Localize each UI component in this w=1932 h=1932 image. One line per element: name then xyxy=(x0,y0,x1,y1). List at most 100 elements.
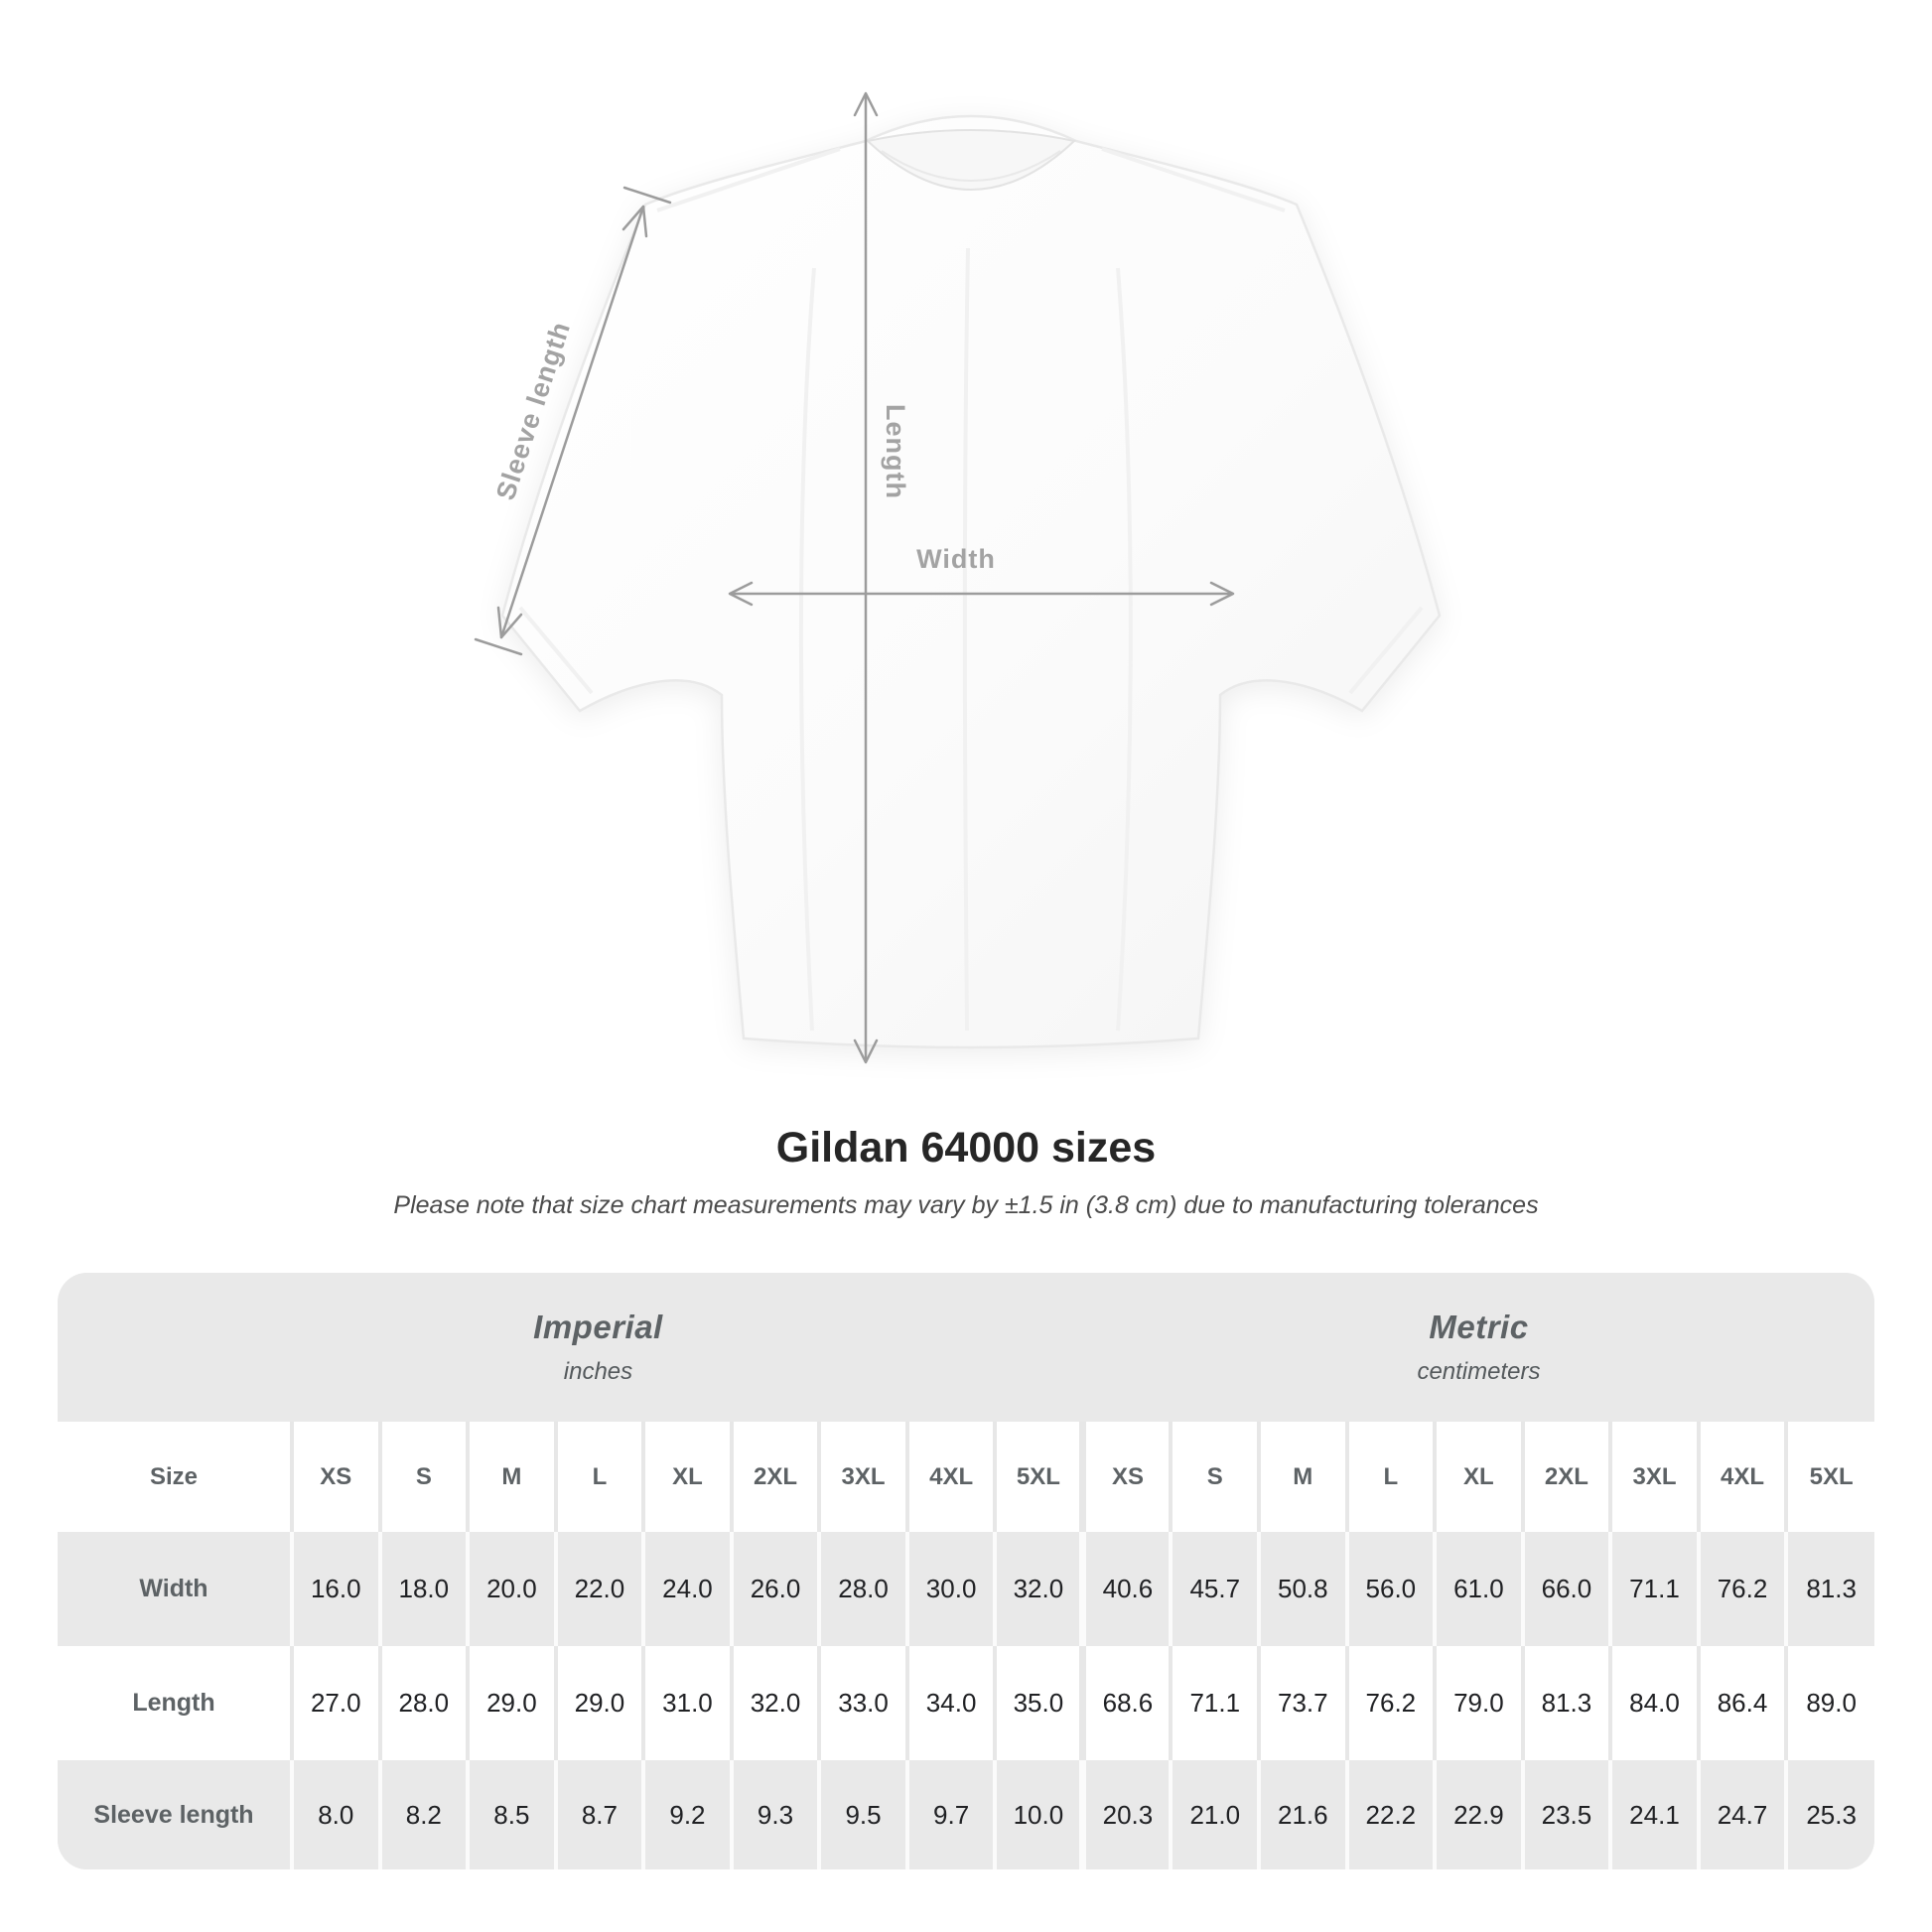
width-metric-2xl: 66.0 xyxy=(1520,1532,1611,1646)
col-imperial-m: M xyxy=(466,1422,556,1532)
col-imperial-s: S xyxy=(377,1422,469,1532)
col-imperial-4xl: 4XL xyxy=(904,1422,996,1532)
width-imperial-l: 22.0 xyxy=(553,1532,644,1646)
sleeve-imperial-2xl: 9.3 xyxy=(729,1760,820,1869)
metric-unit: centimeters xyxy=(1417,1358,1541,1385)
col-metric-2xl: 2XL xyxy=(1520,1422,1611,1532)
width-imperial-4xl: 30.0 xyxy=(904,1532,996,1646)
length-imperial-xs: 27.0 xyxy=(290,1646,380,1760)
length-metric-5xl: 89.0 xyxy=(1784,1646,1874,1760)
width-imperial-s: 18.0 xyxy=(377,1532,469,1646)
width-imperial-xl: 24.0 xyxy=(641,1532,732,1646)
col-imperial-xl: XL xyxy=(641,1422,732,1532)
table-row-length: Length 27.0 28.0 29.0 29.0 31.0 32.0 33.… xyxy=(58,1646,1874,1760)
length-metric-xl: 79.0 xyxy=(1433,1646,1523,1760)
tshirt-measurement-diagram: Width Length Sleeve length xyxy=(474,91,1442,1064)
length-metric-m: 73.7 xyxy=(1257,1646,1347,1760)
row-label-length: Length xyxy=(132,1689,215,1717)
width-metric-4xl: 76.2 xyxy=(1696,1532,1787,1646)
imperial-header: Imperial inches xyxy=(58,1273,1083,1422)
col-metric-3xl: 3XL xyxy=(1608,1422,1699,1532)
sleeve-length-arrow xyxy=(474,186,672,656)
table-row-sleeve-length: Sleeve length 8.0 8.2 8.5 8.7 9.2 9.3 9.… xyxy=(58,1760,1874,1869)
page-title: Gildan 64000 sizes xyxy=(775,1124,1157,1172)
sleeve-imperial-s: 8.2 xyxy=(377,1760,469,1869)
length-imperial-xl: 31.0 xyxy=(641,1646,732,1760)
sleeve-imperial-xl: 9.2 xyxy=(641,1760,732,1869)
metric-label: Metric xyxy=(1429,1309,1529,1345)
size-column-header: Size xyxy=(149,1462,199,1490)
sleeve-imperial-5xl: 10.0 xyxy=(993,1760,1083,1869)
tshirt-image xyxy=(500,114,1442,1049)
width-label: Width xyxy=(916,544,996,574)
col-metric-4xl: 4XL xyxy=(1696,1422,1787,1532)
length-imperial-5xl: 35.0 xyxy=(993,1646,1083,1760)
width-metric-3xl: 71.1 xyxy=(1608,1532,1699,1646)
sleeve-imperial-m: 8.5 xyxy=(466,1760,556,1869)
length-label: Length xyxy=(881,404,910,499)
tshirt-body xyxy=(500,114,1442,1049)
length-imperial-s: 28.0 xyxy=(377,1646,469,1760)
col-metric-m: M xyxy=(1257,1422,1347,1532)
width-imperial-3xl: 28.0 xyxy=(817,1532,907,1646)
length-imperial-m: 29.0 xyxy=(466,1646,556,1760)
col-imperial-xs: XS xyxy=(290,1422,380,1532)
width-metric-xs: 40.6 xyxy=(1079,1532,1172,1646)
size-table: Imperial inches Metric centimeters Size … xyxy=(58,1273,1874,1869)
imperial-label: Imperial xyxy=(533,1309,663,1345)
length-imperial-2xl: 32.0 xyxy=(729,1646,820,1760)
sleeve-imperial-xs: 8.0 xyxy=(290,1760,380,1869)
col-imperial-2xl: 2XL xyxy=(729,1422,820,1532)
sleeve-metric-4xl: 24.7 xyxy=(1696,1760,1787,1869)
width-metric-xl: 61.0 xyxy=(1433,1532,1523,1646)
length-metric-s: 71.1 xyxy=(1169,1646,1260,1760)
length-imperial-l: 29.0 xyxy=(553,1646,644,1760)
table-row-width: Width 16.0 18.0 20.0 22.0 24.0 26.0 28.0… xyxy=(58,1532,1874,1646)
length-metric-2xl: 81.3 xyxy=(1520,1646,1611,1760)
length-metric-4xl: 86.4 xyxy=(1696,1646,1787,1760)
width-imperial-2xl: 26.0 xyxy=(729,1532,820,1646)
fabric-folds xyxy=(518,147,1424,1032)
row-label-width: Width xyxy=(139,1575,208,1602)
width-metric-s: 45.7 xyxy=(1169,1532,1260,1646)
row-label-sleeve-length: Sleeve length xyxy=(93,1800,254,1829)
width-metric-5xl: 81.3 xyxy=(1784,1532,1874,1646)
metric-header: Metric centimeters xyxy=(1083,1273,1874,1422)
length-metric-l: 76.2 xyxy=(1344,1646,1436,1760)
col-metric-s: S xyxy=(1169,1422,1260,1532)
sleeve-metric-5xl: 25.3 xyxy=(1784,1760,1874,1869)
sleeve-metric-2xl: 23.5 xyxy=(1520,1760,1611,1869)
length-metric-xs: 68.6 xyxy=(1079,1646,1172,1760)
sleeve-metric-xs: 20.3 xyxy=(1079,1760,1172,1869)
length-imperial-4xl: 34.0 xyxy=(904,1646,996,1760)
size-table-card: Imperial inches Metric centimeters Size … xyxy=(58,1273,1874,1869)
collar-ribbing xyxy=(881,150,1061,182)
width-metric-m: 50.8 xyxy=(1257,1532,1347,1646)
col-imperial-3xl: 3XL xyxy=(817,1422,907,1532)
sleeve-metric-xl: 22.9 xyxy=(1433,1760,1523,1869)
width-imperial-xs: 16.0 xyxy=(290,1532,380,1646)
width-imperial-5xl: 32.0 xyxy=(993,1532,1083,1646)
length-arrow xyxy=(853,91,879,1064)
col-imperial-5xl: 5XL xyxy=(993,1422,1083,1532)
col-metric-xs: XS xyxy=(1079,1422,1172,1532)
sleeve-imperial-3xl: 9.5 xyxy=(817,1760,907,1869)
sleeve-imperial-4xl: 9.7 xyxy=(904,1760,996,1869)
sleeve-metric-s: 21.0 xyxy=(1169,1760,1260,1869)
width-imperial-m: 20.0 xyxy=(466,1532,556,1646)
sleeve-imperial-l: 8.7 xyxy=(553,1760,644,1869)
col-metric-xl: XL xyxy=(1433,1422,1523,1532)
unit-header-row: Imperial inches Metric centimeters xyxy=(58,1273,1874,1422)
sleeve-metric-l: 22.2 xyxy=(1344,1760,1436,1869)
col-metric-5xl: 5XL xyxy=(1784,1422,1874,1532)
col-metric-l: L xyxy=(1344,1422,1436,1532)
width-metric-l: 56.0 xyxy=(1344,1532,1436,1646)
col-imperial-l: L xyxy=(553,1422,644,1532)
length-imperial-3xl: 33.0 xyxy=(817,1646,907,1760)
title-block: Gildan 64000 sizes Please note that size… xyxy=(0,1122,1932,1221)
imperial-unit: inches xyxy=(563,1358,633,1385)
tolerance-note: Please note that size chart measurements… xyxy=(393,1191,1539,1219)
size-header-row: Size XS S M L XL 2XL 3XL 4XL 5XL XS S M … xyxy=(58,1422,1874,1532)
tshirt-collar xyxy=(865,129,1077,191)
